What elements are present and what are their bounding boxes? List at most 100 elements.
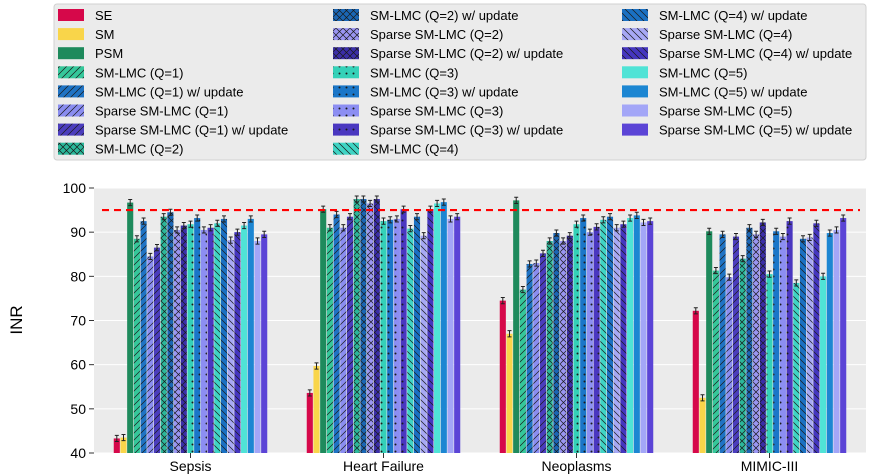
error-bar bbox=[314, 362, 319, 370]
error-bar bbox=[693, 307, 698, 315]
legend-swatch bbox=[622, 85, 648, 98]
error-bar bbox=[368, 199, 373, 208]
error-bar bbox=[141, 217, 146, 225]
error-bar bbox=[348, 213, 352, 221]
bar-sm-lmc-q-4 bbox=[214, 223, 221, 453]
error-bar bbox=[168, 208, 173, 216]
legend-swatch bbox=[333, 104, 359, 117]
bar-sm-lmc-q-4-w-update bbox=[413, 216, 421, 453]
error-bar bbox=[614, 224, 619, 232]
legend-label: Sparse SM-LMC (Q=5) bbox=[659, 104, 792, 119]
y-tick-label: 60 bbox=[70, 357, 86, 373]
error-bar bbox=[780, 232, 785, 241]
legend-label: SM-LMC (Q=2) bbox=[95, 142, 183, 157]
error-bar bbox=[841, 214, 846, 222]
error-bar bbox=[754, 230, 759, 238]
legend-label: Sparse SM-LMC (Q=4) bbox=[659, 27, 792, 42]
legend-swatch bbox=[333, 142, 359, 155]
bar-sparse-sm-lmc-q-3-w-update bbox=[786, 221, 793, 453]
bar-sm-lmc-q-4 bbox=[793, 282, 800, 453]
legend-item-sparse-sm-lmc-q-3: Sparse SM-LMC (Q=3) bbox=[333, 104, 503, 119]
legend-item-sparse-sm-lmc-q-5: Sparse SM-LMC (Q=5) bbox=[622, 104, 792, 119]
bar-sm-lmc-q-5 bbox=[627, 218, 634, 453]
error-bar bbox=[801, 235, 805, 243]
legend-item-sparse-sm-lmc-q-2: Sparse SM-LMC (Q=2) bbox=[333, 27, 503, 42]
x-tick-label-neoplasms: Neoplasms bbox=[541, 458, 611, 474]
bar-sm bbox=[506, 333, 513, 453]
bar-sm-lmc-q-1-w-update bbox=[333, 214, 340, 453]
bar-sm bbox=[313, 365, 320, 453]
bar-sm-lmc-q-2 bbox=[739, 258, 746, 453]
x-axis: Sepsis Heart Failure Neoplasms MIMIC-III bbox=[169, 453, 798, 474]
bar-sparse-sm-lmc-q-1-w-update bbox=[346, 216, 354, 453]
legend-swatch bbox=[622, 47, 648, 60]
legend-label: SM-LMC (Q=4) w/ update bbox=[659, 8, 807, 23]
bar-sparse-sm-lmc-q-2 bbox=[560, 241, 567, 453]
error-bar bbox=[114, 434, 119, 443]
bar-sm-lmc-q-2 bbox=[160, 216, 167, 453]
error-bar bbox=[354, 195, 359, 203]
error-bar bbox=[520, 285, 525, 294]
bar-group-sepsis bbox=[113, 198, 268, 453]
bar-group-mimic-iii bbox=[692, 214, 847, 453]
legend-item-se: SE bbox=[58, 8, 113, 23]
legend-swatch bbox=[58, 123, 84, 136]
bar-sm-lmc-q-4 bbox=[600, 219, 607, 453]
bar-sm-lmc-q-5-w-update bbox=[247, 218, 254, 453]
error-bar bbox=[394, 215, 399, 223]
legend-item-sparse-sm-lmc-q-2-w-update: Sparse SM-LMC (Q=2) w/ update bbox=[333, 46, 563, 61]
legend-swatch bbox=[58, 47, 84, 60]
error-bar bbox=[341, 224, 346, 232]
error-bar bbox=[228, 236, 233, 244]
legend-swatch bbox=[333, 85, 359, 98]
legend-swatch bbox=[333, 9, 359, 21]
error-bar bbox=[734, 232, 738, 241]
legend-item-sm-lmc-q-4: SM-LMC (Q=4) bbox=[333, 142, 458, 157]
bar-sparse-sm-lmc-q-5 bbox=[833, 229, 840, 453]
legend-item-sm-lmc-q-5-w-update: SM-LMC (Q=5) w/ update bbox=[622, 84, 807, 99]
bar-sm-lmc-q-2-w-update bbox=[167, 212, 174, 453]
error-bar bbox=[161, 213, 166, 221]
error-bar bbox=[374, 195, 379, 203]
error-bar bbox=[760, 218, 765, 227]
bar-sm-lmc-q-2 bbox=[546, 241, 553, 453]
error-bar bbox=[448, 215, 453, 223]
legend-item-sparse-sm-lmc-q-1-w-update: Sparse SM-LMC (Q=1) w/ update bbox=[58, 123, 288, 138]
error-bar bbox=[747, 224, 752, 232]
bar-sm-lmc-q-5 bbox=[820, 276, 827, 453]
error-bar bbox=[648, 217, 653, 225]
y-tick-label: 80 bbox=[70, 268, 86, 284]
error-bar bbox=[188, 220, 193, 228]
legend-label: SM-LMC (Q=5) w/ update bbox=[659, 84, 807, 99]
bar-sm bbox=[699, 397, 706, 453]
legend-swatch bbox=[333, 28, 359, 41]
bar-sparse-sm-lmc-q-4-w-update bbox=[427, 209, 434, 453]
bar-sm-lmc-q-5-w-update bbox=[633, 215, 640, 453]
bar-psm bbox=[127, 202, 134, 453]
bar-sparse-sm-lmc-q-1-w-update bbox=[539, 253, 547, 453]
error-bar bbox=[587, 228, 592, 236]
bar-sm-lmc-q-1-w-update bbox=[140, 221, 147, 453]
error-bar bbox=[547, 237, 552, 245]
legend-label: SM-LMC (Q=2) w/ update bbox=[370, 8, 518, 23]
legend-label: Sparse SM-LMC (Q=2) bbox=[370, 27, 503, 42]
bar-sm-lmc-q-3 bbox=[380, 221, 387, 453]
error-bar bbox=[621, 220, 626, 228]
bar-sm-lmc-q-4 bbox=[407, 228, 414, 453]
legend-swatch bbox=[622, 123, 648, 136]
legend-swatch bbox=[622, 9, 648, 21]
bar-sm-lmc-q-2-w-update bbox=[746, 227, 753, 453]
bar-sm-lmc-q-1 bbox=[712, 270, 719, 453]
bar-sm-lmc-q-4-w-update bbox=[220, 218, 228, 453]
legend-label: SM-LMC (Q=1) bbox=[95, 65, 183, 80]
legend-label: Sparse SM-LMC (Q=1) bbox=[95, 104, 228, 119]
bar-sm-lmc-q-5 bbox=[434, 203, 441, 453]
bar-sm-lmc-q-2-w-update bbox=[553, 233, 560, 453]
error-bar bbox=[408, 225, 413, 233]
error-bar bbox=[175, 226, 180, 234]
error-bar bbox=[148, 252, 153, 261]
error-bar bbox=[195, 214, 200, 222]
error-bar bbox=[507, 330, 512, 338]
legend-swatch bbox=[58, 85, 84, 98]
legend-label: Sparse SM-LMC (Q=3) bbox=[370, 104, 503, 119]
